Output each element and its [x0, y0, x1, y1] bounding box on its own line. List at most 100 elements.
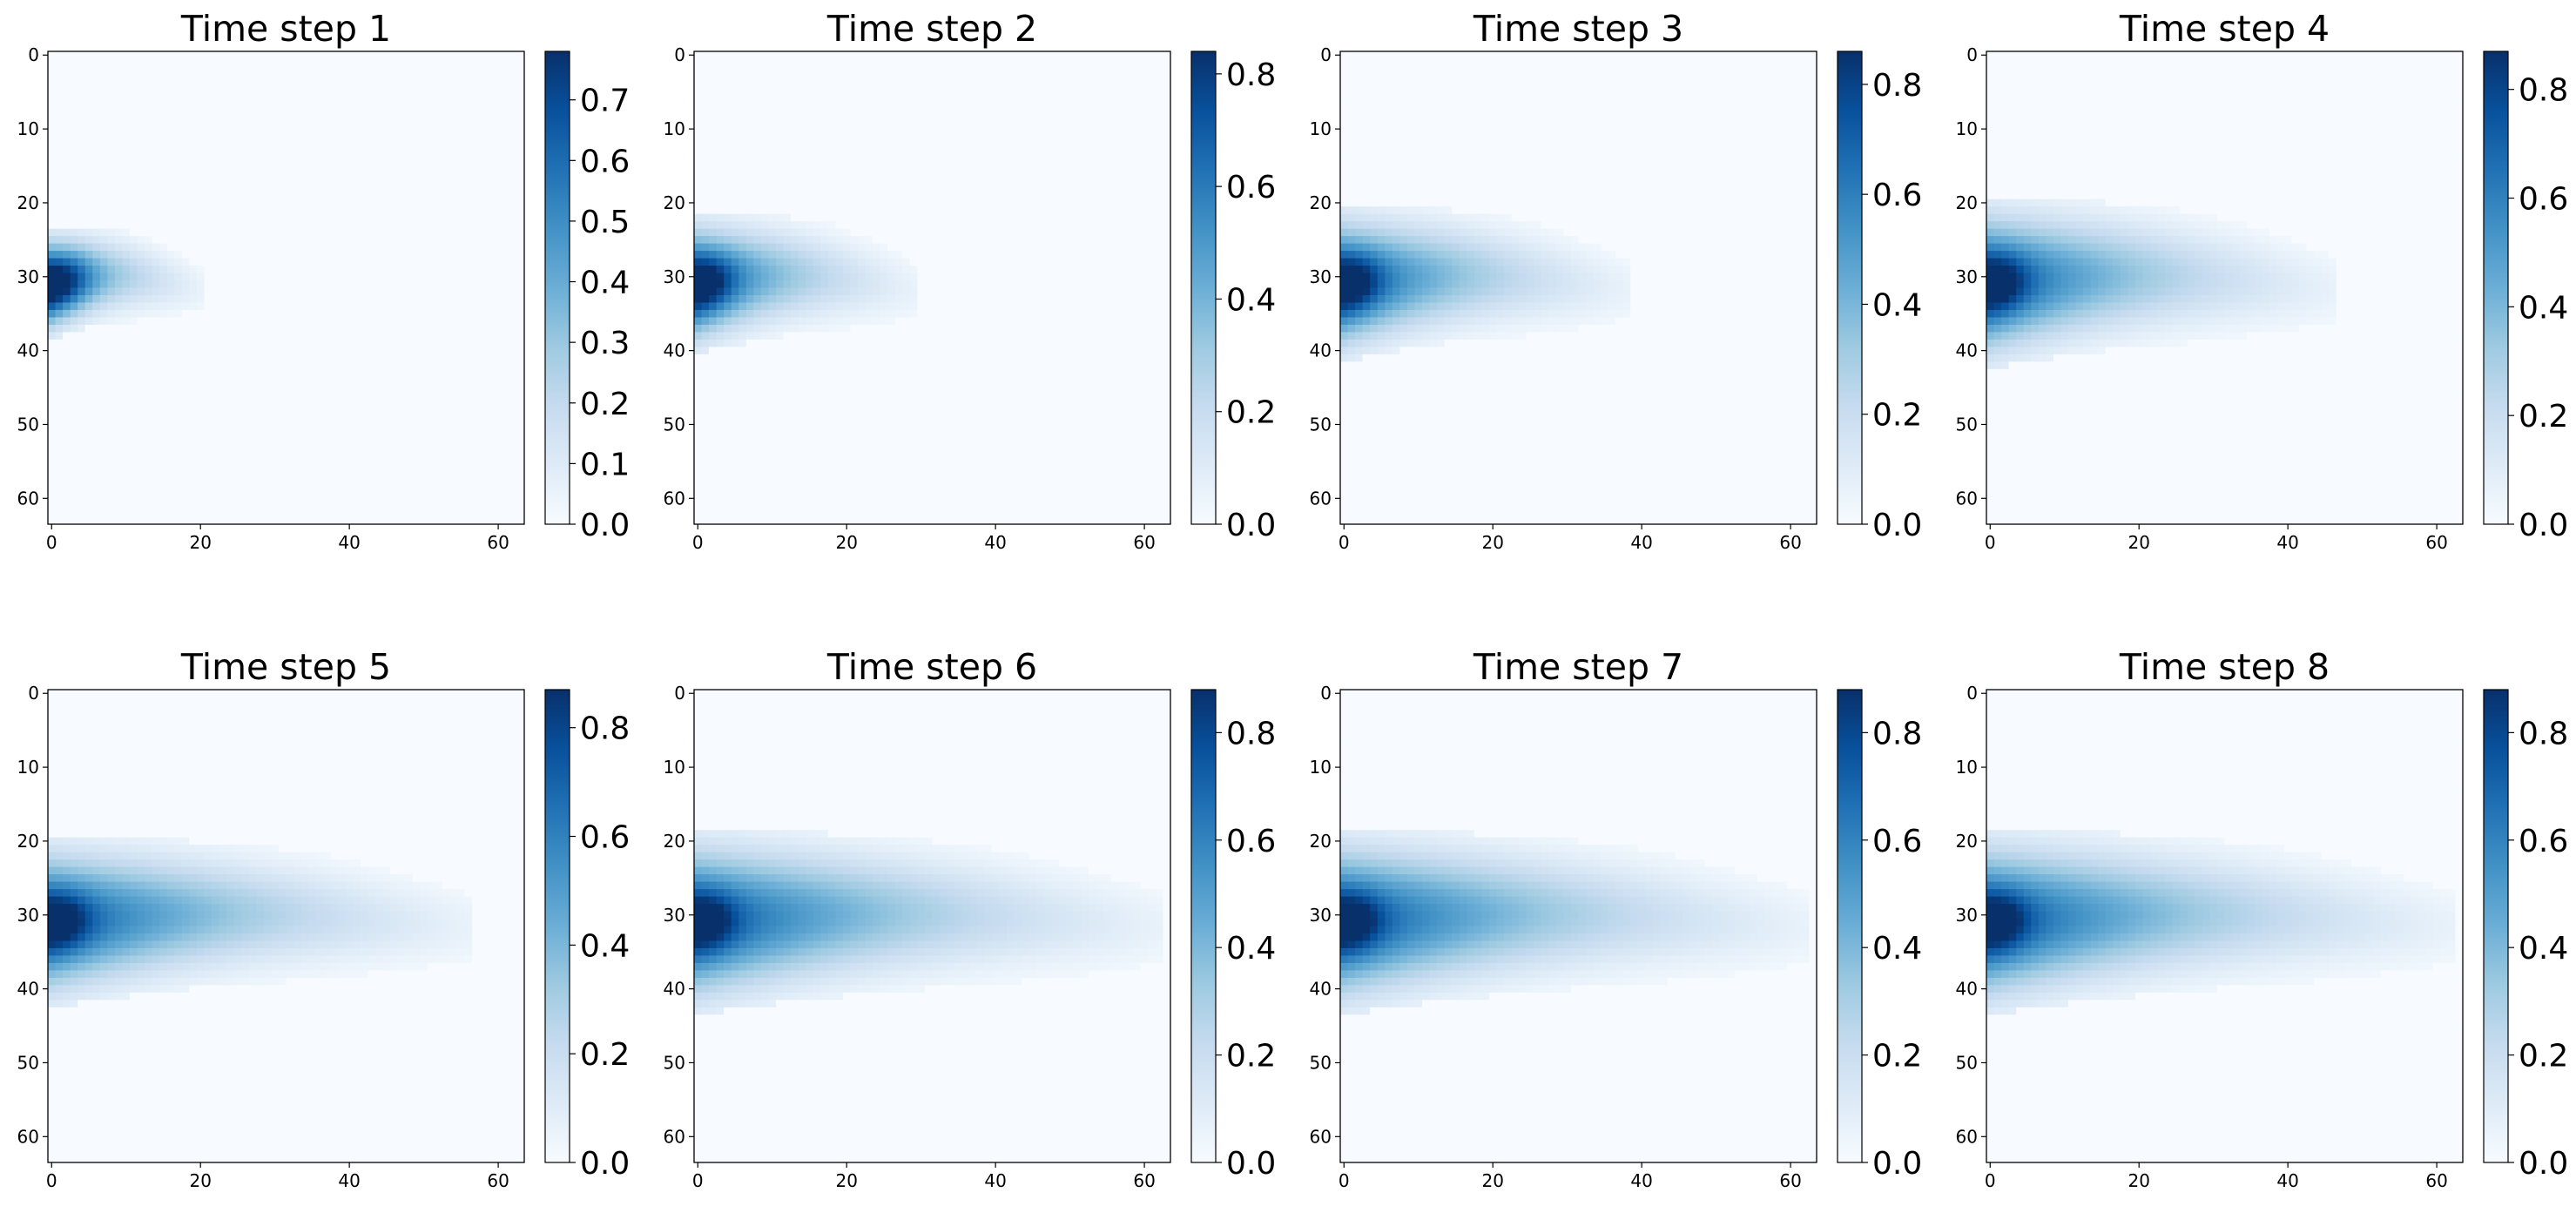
heatmap-cell: [1028, 132, 1037, 141]
heatmap-cell: [226, 139, 235, 148]
heatmap-cell: [48, 339, 57, 347]
heatmap-cell: [122, 147, 131, 156]
heatmap-cell: [63, 361, 71, 370]
heatmap-cell: [1051, 65, 1060, 75]
heatmap-cell: [991, 103, 1001, 111]
heatmap-cell: [226, 199, 235, 207]
heatmap-cell: [345, 406, 354, 414]
heatmap-cell: [293, 88, 302, 97]
heatmap-cell: [420, 428, 428, 436]
heatmap-cell: [196, 428, 206, 436]
heatmap-cell: [420, 398, 428, 407]
heatmap-cell: [479, 51, 488, 60]
heatmap-cell: [107, 442, 116, 451]
heatmap-cell: [427, 80, 436, 90]
heatmap-cell: [271, 251, 280, 259]
heatmap-cell: [48, 132, 57, 141]
heatmap-cell: [204, 80, 212, 90]
heatmap-cell: [435, 88, 443, 97]
heatmap-cell: [338, 391, 347, 400]
heatmap-cell: [509, 132, 518, 141]
heatmap-cell: [405, 413, 414, 421]
heatmap-cell: [768, 110, 777, 118]
heatmap-cell: [412, 177, 421, 185]
heatmap-cell: [768, 118, 777, 126]
heatmap-cell: [99, 309, 108, 319]
heatmap-cell: [457, 516, 466, 525]
heatmap-cell: [293, 51, 302, 60]
heatmap-cell: [813, 139, 821, 148]
heatmap-cell: [219, 487, 227, 495]
heatmap-cell: [894, 80, 903, 90]
heatmap-cell: [308, 339, 317, 347]
heatmap-cell: [1118, 88, 1127, 97]
heatmap-cell: [78, 294, 86, 304]
heatmap-cell: [78, 368, 86, 377]
heatmap-cell: [130, 442, 138, 451]
heatmap-cell: [472, 302, 481, 311]
heatmap-cell: [70, 391, 78, 400]
heatmap-cell: [212, 192, 220, 200]
heatmap-cell: [263, 280, 273, 289]
heatmap-cell: [293, 199, 302, 207]
heatmap-cell: [353, 95, 361, 104]
heatmap-cell: [159, 132, 168, 141]
heatmap-cell: [479, 457, 488, 466]
heatmap-cell: [78, 162, 86, 171]
heatmap-cell: [263, 213, 273, 222]
heatmap-cell: [954, 80, 963, 90]
heatmap-cell: [145, 495, 153, 503]
heatmap-cell: [390, 132, 399, 141]
heatmap-cell: [263, 509, 273, 518]
heatmap-cell: [278, 435, 287, 444]
heatmap-cell: [212, 95, 220, 104]
heatmap-cell: [487, 221, 496, 230]
heatmap-cell: [145, 339, 153, 347]
heatmap-cell: [300, 95, 309, 104]
heatmap-cell: [263, 354, 273, 362]
heatmap-cell: [375, 132, 384, 141]
heatmap-cell: [716, 147, 725, 156]
heatmap-cell: [315, 236, 324, 245]
heatmap-cell: [516, 465, 525, 474]
heatmap-cell: [107, 435, 116, 444]
heatmap-cell: [753, 80, 762, 90]
heatmap-cell: [241, 236, 250, 245]
heatmap-cell: [1155, 65, 1164, 75]
heatmap-cell: [300, 251, 309, 259]
heatmap-cell: [947, 58, 955, 67]
heatmap-cell: [1133, 139, 1142, 148]
heatmap-cell: [308, 287, 317, 296]
heatmap-cell: [464, 221, 473, 230]
heatmap-cell: [427, 347, 436, 355]
heatmap-cell: [241, 495, 250, 503]
heatmap-cell: [427, 125, 436, 133]
heatmap-cell: [63, 154, 71, 163]
heatmap-cell: [226, 495, 235, 503]
heatmap-cell: [189, 139, 198, 148]
heatmap-cell: [1073, 51, 1082, 60]
heatmap-cell: [487, 51, 496, 60]
heatmap-cell: [323, 398, 332, 407]
heatmap-cell: [107, 495, 116, 503]
heatmap-cell: [827, 51, 836, 60]
heatmap-cell: [509, 243, 518, 252]
heatmap-cell: [1036, 51, 1045, 60]
heatmap-cell: [382, 457, 391, 466]
heatmap-cell: [78, 251, 86, 259]
heatmap-cell: [55, 192, 64, 200]
heatmap-cell: [271, 406, 280, 414]
heatmap-cell: [776, 110, 785, 118]
heatmap-cell: [174, 495, 183, 503]
heatmap-cell: [212, 302, 220, 311]
heatmap-cell: [917, 118, 926, 126]
heatmap-cell: [248, 398, 257, 407]
heatmap-cell: [457, 509, 466, 518]
heatmap-cell: [412, 147, 421, 156]
heatmap-cell: [368, 58, 376, 67]
heatmap-cell: [464, 347, 473, 355]
heatmap-cell: [308, 125, 317, 133]
heatmap-cell: [375, 58, 384, 67]
heatmap-cell: [390, 413, 399, 421]
heatmap-cell: [174, 406, 183, 414]
